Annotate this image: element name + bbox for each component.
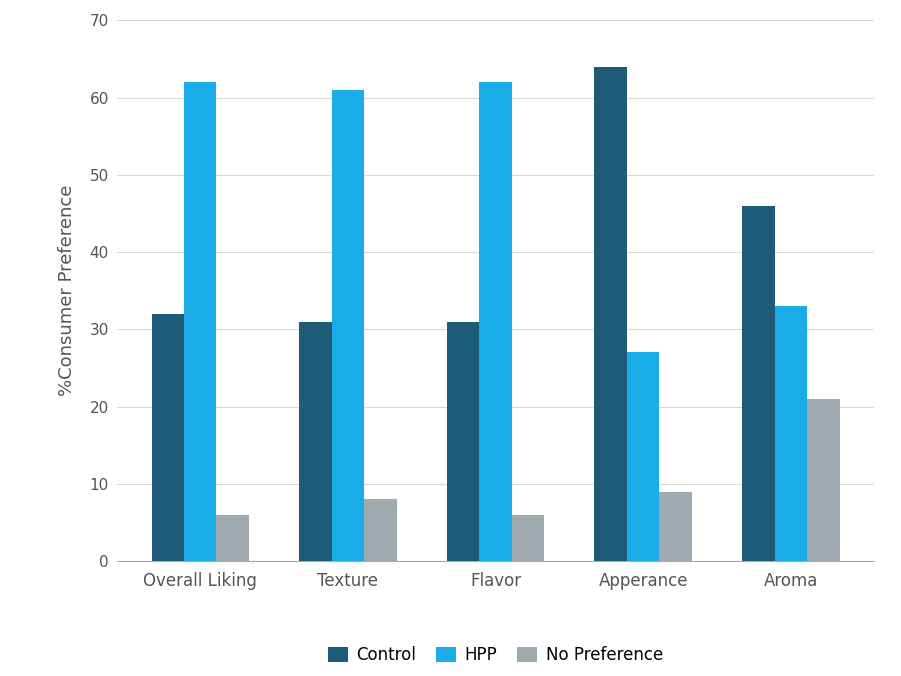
Bar [595,67,627,561]
Bar [512,514,544,561]
Bar [364,500,396,561]
Legend: Control, HPP, No Preference: Control, HPP, No Preference [322,639,669,671]
Bar [660,491,692,561]
Bar [332,90,364,561]
Bar [775,306,807,561]
Bar [627,352,660,561]
Y-axis label: %Consumer Preference: %Consumer Preference [58,185,76,396]
Bar [447,322,479,561]
Bar [807,399,840,561]
Bar [479,82,512,561]
Bar [151,314,184,561]
Bar [216,514,249,561]
Bar [184,82,216,561]
Bar [742,206,775,561]
Bar [299,322,332,561]
